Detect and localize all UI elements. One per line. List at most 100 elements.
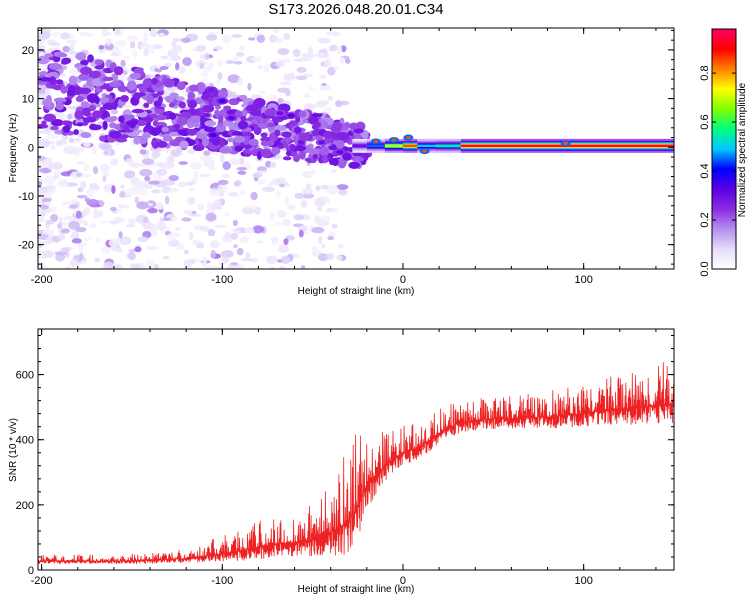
spectrogram-blob [77,242,83,248]
spectrogram-blob [270,266,276,269]
spectrogram-blob [137,236,149,243]
spectrogram-blob [300,265,306,269]
spectrogram-blob [130,162,144,168]
spectrogram-blob [201,256,208,264]
spectrogram-blob [317,206,323,212]
spectrogram-blob [168,175,179,182]
spectrogram-blob [109,115,118,121]
spectrogram-blob [278,265,286,269]
spectrogram-blob [173,45,183,53]
spectrogram-blob [329,44,338,52]
spectrogram-blob [187,99,198,109]
spectrogram-blob [313,103,327,108]
spectrogram-blob [240,190,245,196]
spectrogram-blob [123,170,136,179]
spectrogram-ridge-blob [391,138,397,142]
spectrogram-blob [52,56,61,63]
spectrogram-blob [156,161,165,168]
spectrogram-blob [200,116,206,124]
spectrogram-blob [50,235,61,243]
spectrogram-blob [239,45,246,51]
spectrogram-blob [83,237,91,242]
spectrogram-blob [133,136,141,145]
spectrogram-blob [339,56,345,64]
snr-panel: -200 -100 0 100 0 200 400 600 Height of straig… [8,328,675,595]
spectrogram-blob [108,238,119,247]
spectrogram-blob [257,122,269,129]
spectrogram-blob [298,132,311,142]
spectrogram-blob [308,46,314,54]
spectrogram-blob [228,158,242,166]
spectrogram-blob [316,52,326,56]
spectrogram-blob [326,57,332,64]
spectrogram-blob [187,148,195,154]
spectrogram-blob [84,116,97,123]
spectrogram-blob [143,48,149,57]
spectrogram-blob [76,122,84,127]
spectrogram-cells [38,28,674,269]
spectrogram-blob [242,207,255,215]
x-tick-label: -200 [31,274,53,286]
spectrogram-blob [277,246,289,253]
spectrogram-blob [147,180,160,185]
spectrogram-blob [130,263,141,269]
spectrogram-ridge [435,144,461,148]
spectrogram-blob [60,228,70,234]
spectrogram-ridge [384,144,403,148]
spectrogram-blob [276,180,282,184]
spectrogram-blob [226,137,236,143]
spectrogram-blob [233,180,241,188]
spectrogram-blob [237,120,249,130]
spectrogram-blob [80,131,92,139]
spectrogram-blob [174,136,186,142]
spectrogram-blob [331,223,338,229]
spectrogram-blob [322,130,333,139]
spectrogram-blob [129,72,142,80]
spectrogram-blob [161,185,171,194]
x-tick-label: 0 [400,274,406,286]
spectrogram-blob [184,181,196,186]
spectrogram-blob [174,227,181,231]
spectrogram-ridge [352,144,367,148]
spectrogram-blob [284,196,289,205]
spectrogram-blob [51,118,64,127]
spectrogram-blob [171,41,177,48]
spectrogram-blob [134,246,142,253]
spectrogram-blob [192,239,198,246]
spectrogram-blob [96,210,104,218]
spectrogram-hotspot-core [227,116,235,121]
spectrogram-blob [319,84,331,91]
spectrogram-blob [234,110,243,118]
spectrogram-blob [340,45,347,53]
spectrogram-blob [126,120,138,126]
spectrogram-blob [221,235,233,243]
spectrogram-blob [176,81,186,91]
spectrogram-blob [46,134,60,140]
spectrogram-blob [92,110,102,119]
spectrogram-blob [50,125,59,131]
spectrogram-blob [109,219,119,225]
spectrogram-blob [227,192,239,197]
spectrogram-blob [202,104,215,113]
spectrogram-blob [260,140,269,147]
y-tick-label: 0 [28,142,34,154]
spectrogram-blob [254,206,261,215]
spectrogram-blob [230,232,239,240]
spectrogram-blob [311,226,325,234]
spectrogram-blob [43,113,57,122]
spectrogram-blob [81,260,86,265]
spectrogram-blob [110,206,117,212]
spectrogram-blob [131,108,145,114]
spectrogram-blob [200,78,209,83]
spectrogram-hotspot-core [209,133,217,138]
spectrogram-blob [100,220,108,224]
spectrogram-blob [305,173,315,177]
spectrogram-blob [142,154,150,160]
spectrogram-blob [293,214,305,221]
spectrogram-blob [146,245,159,251]
spectrogram-blob [352,152,365,157]
spectrogram-blob [232,219,238,227]
spectrogram-blob [231,34,242,38]
spectrogram-blob [279,81,292,86]
spectrogram-blob [82,107,91,117]
